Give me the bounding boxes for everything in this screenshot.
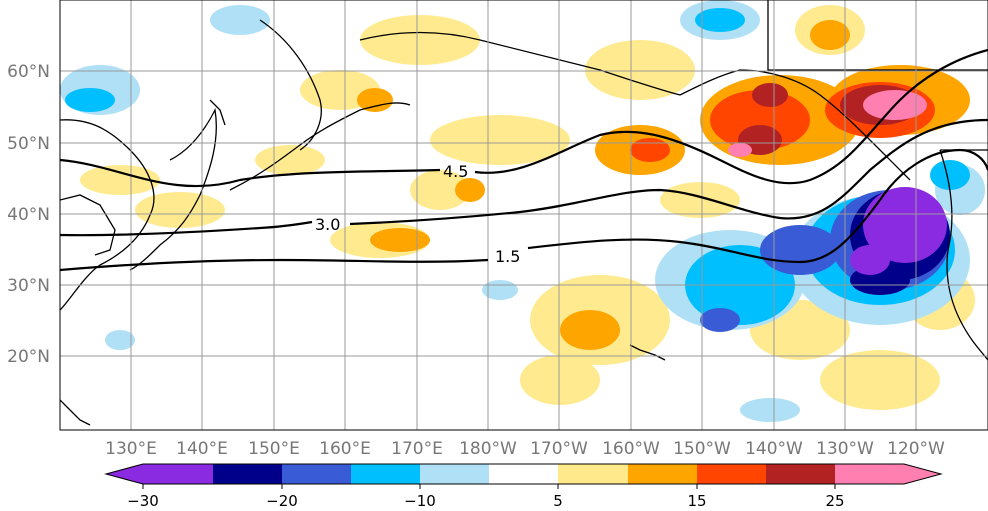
lon-label-120w: 120°W (887, 439, 945, 459)
lon-label-170w: 170°W (530, 439, 588, 459)
lat-label-40n: 40°N (7, 205, 50, 225)
colorbar-tick-neg10: −10 (404, 492, 436, 510)
colorbar-segment-4 (282, 464, 351, 484)
lon-label-180w: 180°W (459, 439, 517, 459)
lat-label-50n: 50°N (7, 134, 50, 154)
colorbar: −30 −20 −10 5 15 25 (104, 463, 943, 510)
lon-label-140e: 140°E (176, 439, 228, 459)
colorbar-segment-10 (697, 464, 766, 484)
colorbar-segment-12 (835, 464, 904, 484)
lat-label-60n: 60°N (7, 62, 50, 82)
gridlines (60, 0, 988, 430)
colorbar-segment-8 (558, 464, 628, 484)
lon-label-160e: 160°E (319, 439, 371, 459)
map-frame (59, 0, 988, 431)
contour-label-3-0: 3.0 (315, 215, 340, 234)
colorbar-tick-15: 15 (687, 492, 706, 510)
colorbar-tick-5: 5 (553, 492, 563, 510)
colorbar-segment-11 (766, 464, 835, 484)
colorbar-segment-9 (628, 464, 697, 484)
colorbar-tick-neg30: −30 (127, 492, 159, 510)
contour-lines (60, 48, 988, 272)
colorbar-tick-25: 25 (825, 492, 844, 510)
lon-label-130e: 130°E (105, 439, 157, 459)
colorbar-segment-7 (489, 464, 558, 484)
colorbar-segment-3 (213, 464, 282, 484)
colorbar-segment-6 (420, 464, 489, 484)
contour-label-4-5: 4.5 (443, 162, 468, 181)
contour-1-5 (60, 148, 988, 272)
colorbar-segment-1 (106, 464, 143, 484)
coastlines (60, 0, 988, 426)
lat-label-30n: 30°N (7, 276, 50, 296)
lon-label-170e: 170°E (391, 439, 443, 459)
lon-label-150w: 150°W (673, 439, 731, 459)
lon-label-140w: 140°W (745, 439, 803, 459)
colorbar-segment-2 (143, 464, 213, 484)
colorbar-segment-5 (351, 464, 420, 484)
lon-label-150e: 150°E (248, 439, 300, 459)
colorbar-tick-neg20: −20 (266, 492, 298, 510)
lon-label-160w: 160°W (602, 439, 660, 459)
contour-3-0 (60, 118, 988, 237)
contour-4-5 (60, 48, 988, 188)
colorbar-segment-13 (904, 464, 941, 484)
contour-label-1-5: 1.5 (495, 247, 520, 266)
lat-label-20n: 20°N (7, 347, 50, 367)
lon-label-130w: 130°W (816, 439, 874, 459)
